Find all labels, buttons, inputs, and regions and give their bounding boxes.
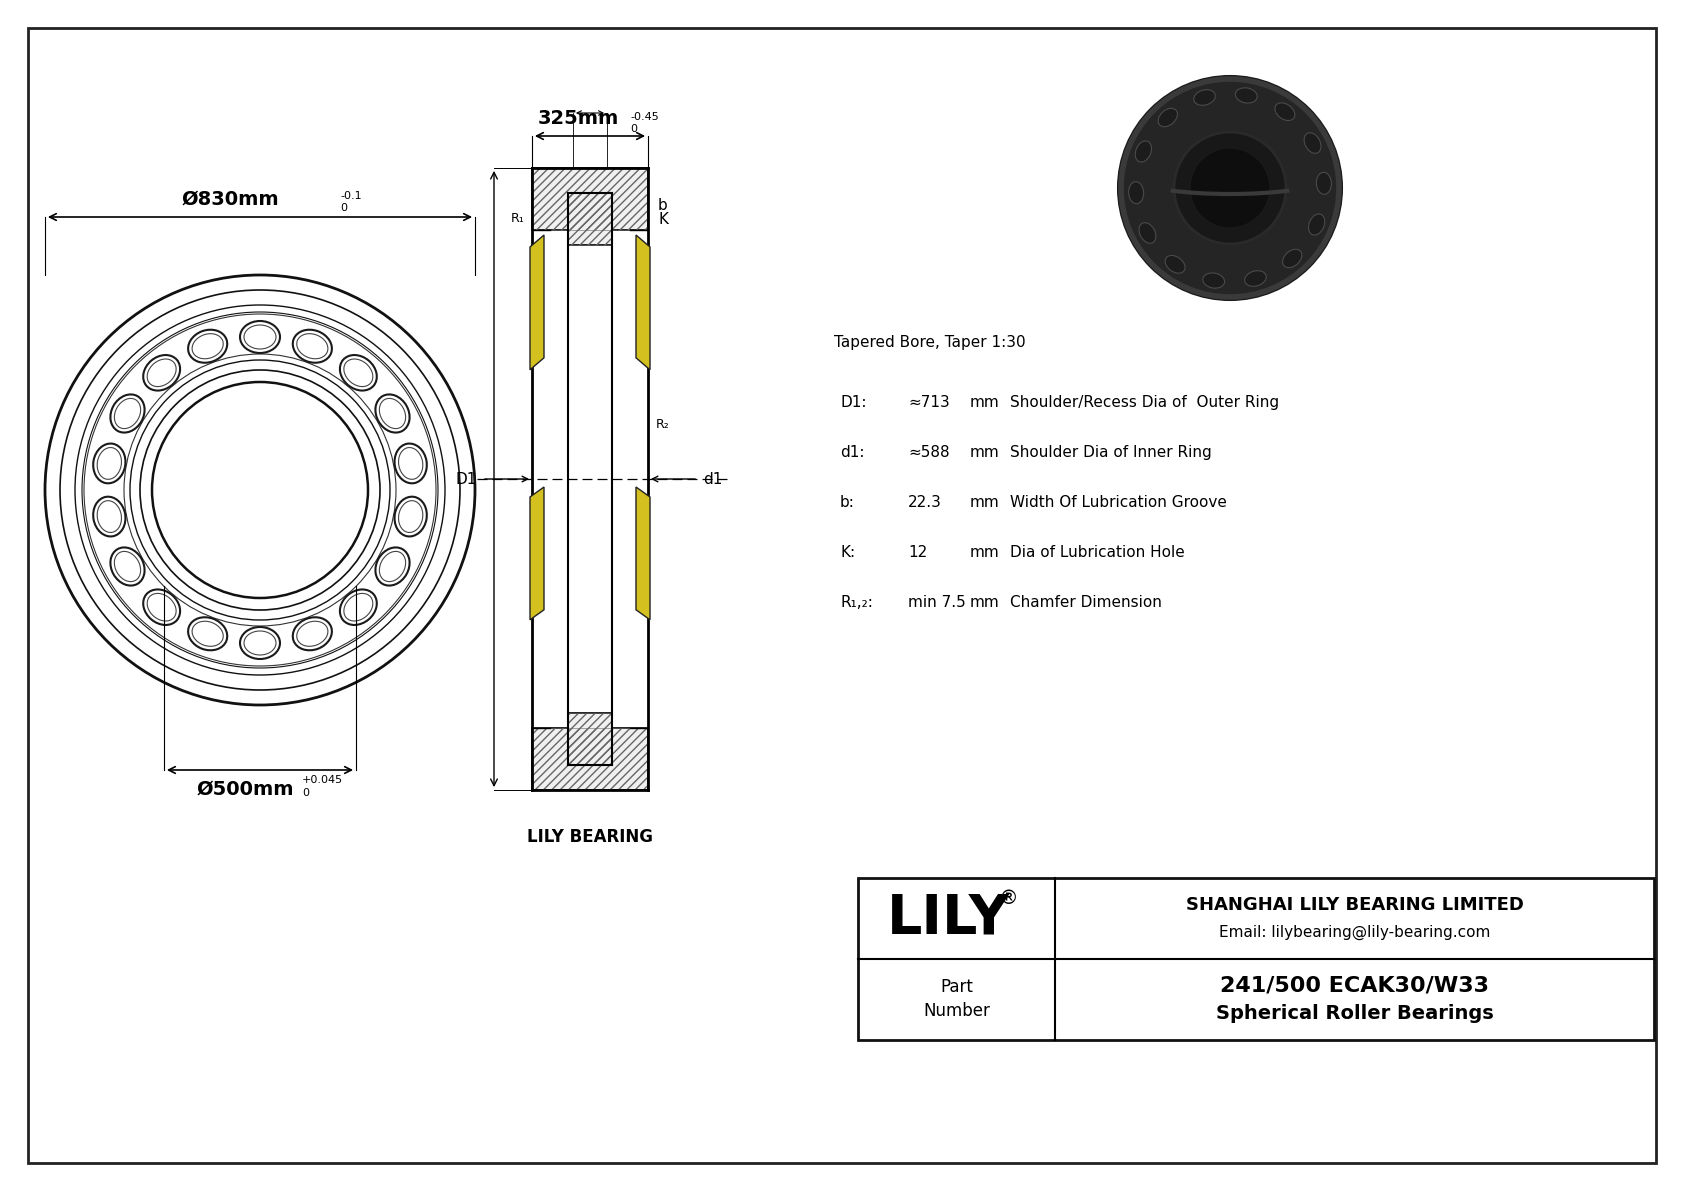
Ellipse shape xyxy=(1244,270,1266,286)
Text: 12: 12 xyxy=(908,545,928,560)
Circle shape xyxy=(1118,76,1342,300)
Text: mm: mm xyxy=(970,395,1000,410)
Ellipse shape xyxy=(1165,256,1186,273)
Ellipse shape xyxy=(189,617,227,650)
Text: ≈588: ≈588 xyxy=(908,445,950,460)
Text: Tapered Bore, Taper 1:30: Tapered Bore, Taper 1:30 xyxy=(834,335,1026,350)
Text: ®: ® xyxy=(999,888,1019,908)
Text: Spherical Roller Bearings: Spherical Roller Bearings xyxy=(1216,1004,1494,1023)
Ellipse shape xyxy=(340,590,377,625)
Ellipse shape xyxy=(143,590,180,625)
Text: LILY: LILY xyxy=(887,892,1010,946)
Ellipse shape xyxy=(143,355,180,391)
Ellipse shape xyxy=(111,548,145,586)
Text: 0: 0 xyxy=(340,202,347,213)
Text: 241/500 ECAK30/W33: 241/500 ECAK30/W33 xyxy=(1219,975,1489,996)
Text: Width Of Lubrication Groove: Width Of Lubrication Groove xyxy=(1010,495,1228,510)
Text: R₁: R₁ xyxy=(510,212,524,224)
Text: Ø830mm: Ø830mm xyxy=(182,191,280,208)
Bar xyxy=(568,193,611,245)
Ellipse shape xyxy=(1135,141,1152,162)
Bar xyxy=(532,728,648,790)
Ellipse shape xyxy=(1159,108,1177,126)
Bar xyxy=(568,713,611,765)
Bar xyxy=(532,168,648,230)
Text: d1: d1 xyxy=(702,472,722,486)
Text: b: b xyxy=(658,199,669,213)
Circle shape xyxy=(1174,132,1287,244)
Text: Email: lilybearing@lily-bearing.com: Email: lilybearing@lily-bearing.com xyxy=(1219,925,1490,940)
Ellipse shape xyxy=(293,617,332,650)
Text: Number: Number xyxy=(923,1003,990,1021)
Bar xyxy=(568,193,611,245)
Ellipse shape xyxy=(1303,132,1320,154)
Polygon shape xyxy=(530,235,544,369)
Text: SHANGHAI LILY BEARING LIMITED: SHANGHAI LILY BEARING LIMITED xyxy=(1186,896,1524,913)
Ellipse shape xyxy=(111,394,145,432)
Text: +0.045: +0.045 xyxy=(301,775,344,785)
Ellipse shape xyxy=(340,355,377,391)
Polygon shape xyxy=(530,487,544,619)
Text: mm: mm xyxy=(970,596,1000,610)
Circle shape xyxy=(1191,148,1270,227)
Ellipse shape xyxy=(93,443,126,484)
Text: mm: mm xyxy=(970,445,1000,460)
Text: Ø500mm: Ø500mm xyxy=(197,780,293,799)
Bar xyxy=(532,168,648,230)
Ellipse shape xyxy=(93,497,126,536)
Polygon shape xyxy=(637,487,650,619)
Text: d1:: d1: xyxy=(840,445,864,460)
Text: 22.3: 22.3 xyxy=(908,495,941,510)
Bar xyxy=(568,713,611,765)
Ellipse shape xyxy=(394,497,426,536)
Ellipse shape xyxy=(1138,223,1155,243)
Ellipse shape xyxy=(189,330,227,363)
Text: 325mm: 325mm xyxy=(537,110,618,127)
Text: 0: 0 xyxy=(630,124,637,135)
Ellipse shape xyxy=(1275,102,1295,120)
Ellipse shape xyxy=(1194,89,1216,105)
Ellipse shape xyxy=(1308,214,1325,235)
Bar xyxy=(532,728,648,790)
Text: mm: mm xyxy=(970,495,1000,510)
Polygon shape xyxy=(637,235,650,369)
Ellipse shape xyxy=(1317,173,1332,194)
Text: b:: b: xyxy=(840,495,855,510)
Ellipse shape xyxy=(1128,182,1143,204)
Text: R₁,₂:: R₁,₂: xyxy=(840,596,872,610)
Text: D1: D1 xyxy=(456,472,477,486)
Text: K: K xyxy=(658,212,669,227)
Text: Shoulder/Recess Dia of  Outer Ring: Shoulder/Recess Dia of Outer Ring xyxy=(1010,395,1280,410)
Ellipse shape xyxy=(376,394,409,432)
Text: LILY BEARING: LILY BEARING xyxy=(527,828,653,846)
Text: K:: K: xyxy=(840,545,855,560)
Text: Part: Part xyxy=(940,979,973,997)
Bar xyxy=(859,878,1654,1040)
Ellipse shape xyxy=(241,322,280,353)
Ellipse shape xyxy=(241,626,280,659)
Text: 0: 0 xyxy=(301,788,308,798)
Text: R₂: R₂ xyxy=(657,418,670,430)
Text: Shoulder Dia of Inner Ring: Shoulder Dia of Inner Ring xyxy=(1010,445,1212,460)
Ellipse shape xyxy=(293,330,332,363)
Ellipse shape xyxy=(1283,249,1302,268)
Text: Dia of Lubrication Hole: Dia of Lubrication Hole xyxy=(1010,545,1186,560)
Text: mm: mm xyxy=(970,545,1000,560)
Text: -0.1: -0.1 xyxy=(340,191,362,201)
Text: min 7.5: min 7.5 xyxy=(908,596,965,610)
Text: D1:: D1: xyxy=(840,395,867,410)
Text: -0.45: -0.45 xyxy=(630,112,658,121)
Ellipse shape xyxy=(376,548,409,586)
Ellipse shape xyxy=(394,443,426,484)
Ellipse shape xyxy=(1236,88,1258,104)
Ellipse shape xyxy=(1202,273,1224,288)
Text: Chamfer Dimension: Chamfer Dimension xyxy=(1010,596,1162,610)
Text: ≈713: ≈713 xyxy=(908,395,950,410)
